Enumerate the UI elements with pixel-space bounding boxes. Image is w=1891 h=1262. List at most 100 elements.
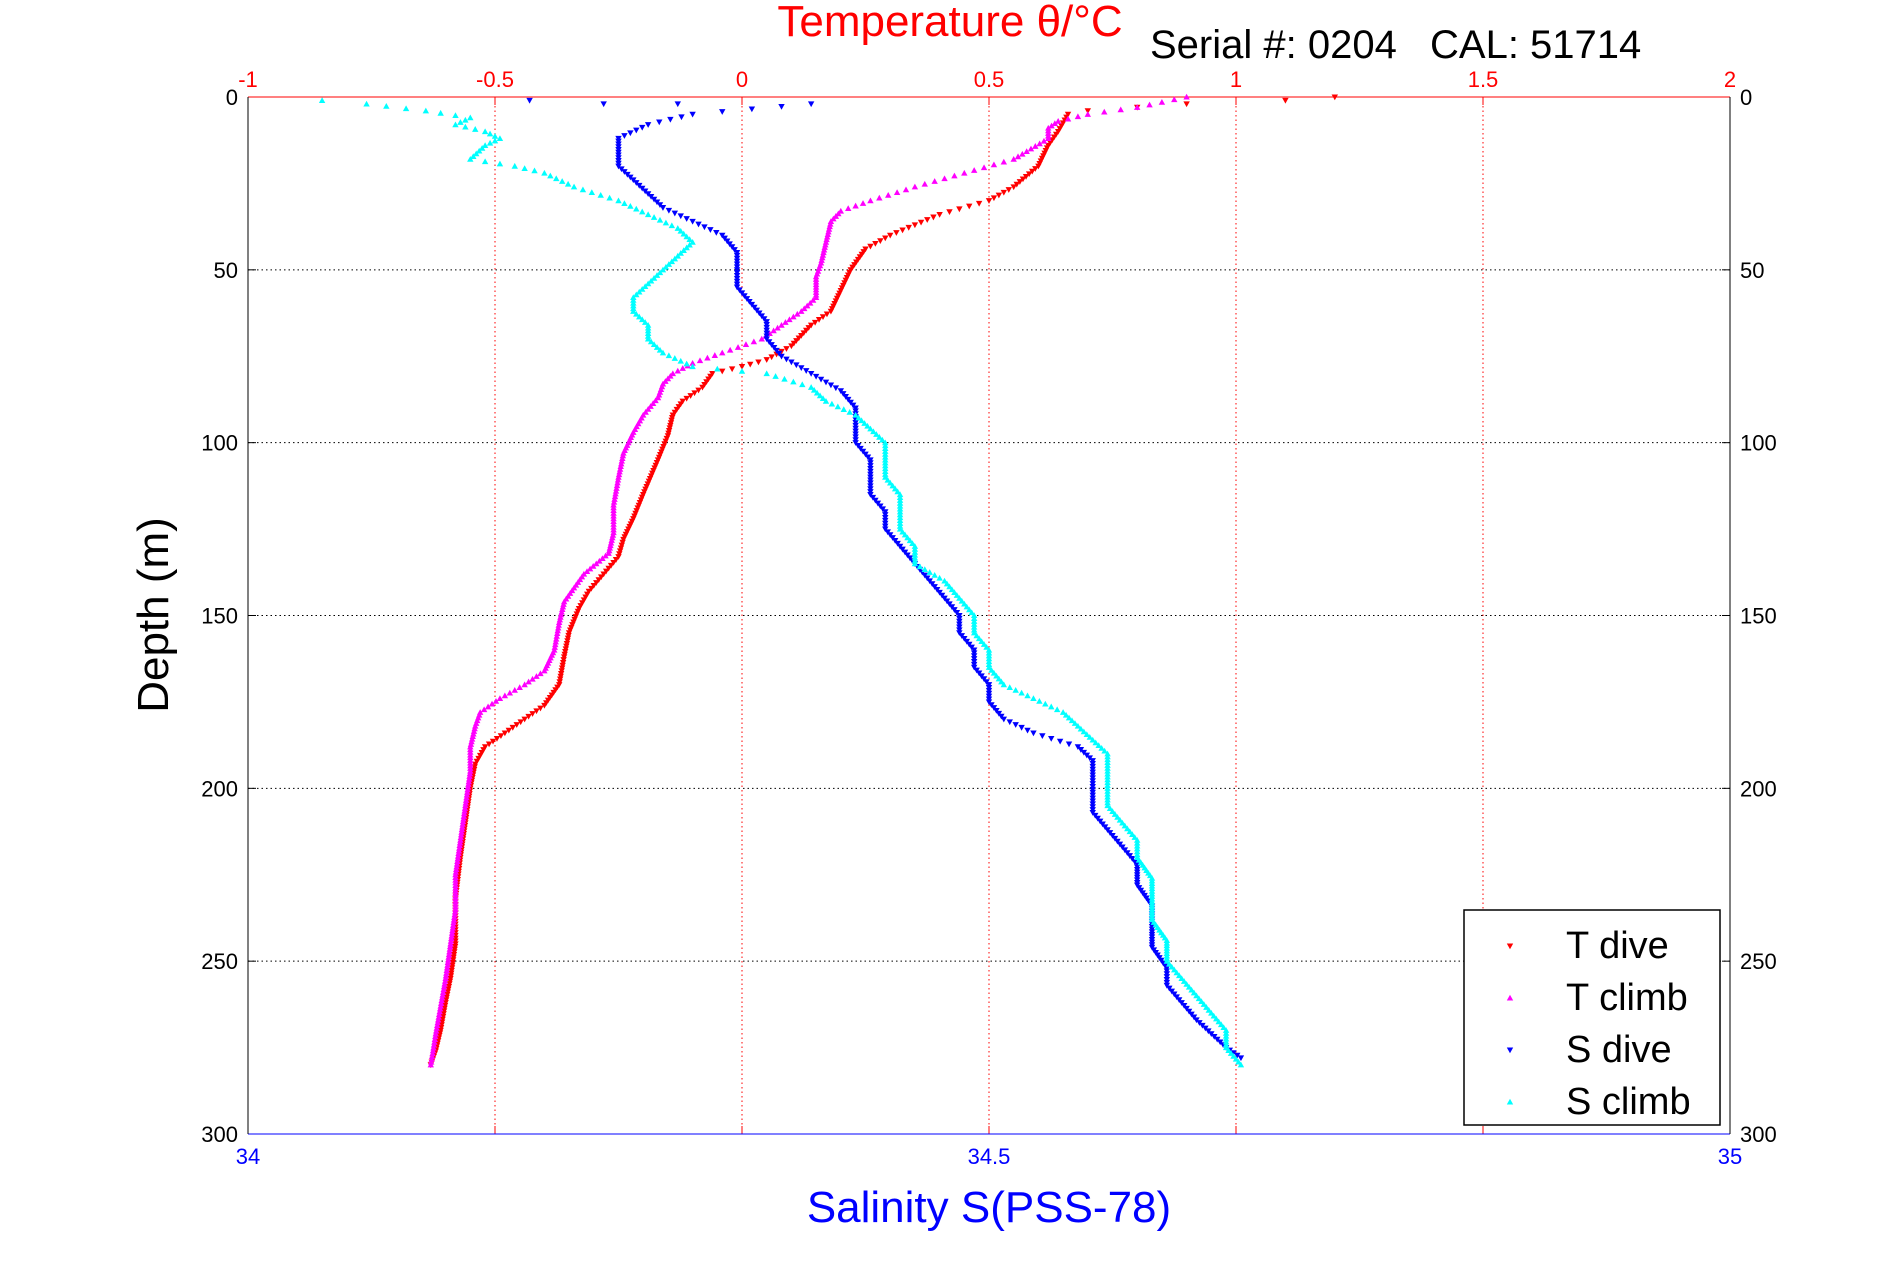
data-point	[770, 345, 778, 351]
data-point	[615, 197, 622, 204]
data-point	[980, 641, 988, 647]
data-point	[493, 735, 501, 742]
data-point	[852, 431, 859, 438]
data-point	[1104, 827, 1111, 834]
data-point	[921, 572, 928, 579]
data-point	[775, 350, 783, 357]
data-point	[1027, 145, 1035, 152]
data-point	[1089, 798, 1096, 805]
data-point	[1230, 1053, 1237, 1059]
data-point	[882, 465, 889, 472]
data-point	[911, 546, 919, 552]
data-point	[619, 539, 626, 546]
data-point	[619, 455, 626, 461]
data-point	[790, 378, 797, 385]
data-point	[1074, 113, 1082, 120]
data-point	[958, 633, 966, 639]
data-point	[1006, 719, 1013, 726]
data-point	[778, 103, 785, 110]
data-point	[444, 959, 452, 966]
data-point	[695, 387, 702, 394]
data-point	[1065, 741, 1073, 748]
data-point	[758, 335, 765, 342]
data-point	[496, 135, 504, 142]
data-point	[467, 741, 475, 747]
data-point	[872, 241, 879, 247]
data-point	[734, 344, 742, 350]
data-point	[1237, 1055, 1245, 1062]
data-point	[870, 428, 877, 435]
data-point	[807, 101, 815, 108]
data-point	[896, 497, 904, 503]
data-point	[911, 560, 919, 567]
data-point	[1104, 799, 1111, 806]
data-point	[433, 1027, 440, 1034]
data-point	[617, 545, 625, 552]
data-point	[813, 389, 821, 396]
data-point	[665, 207, 673, 214]
data-point	[826, 223, 833, 230]
data-point	[696, 357, 704, 364]
data-point	[970, 653, 978, 660]
data-point	[733, 261, 741, 268]
data-point	[852, 434, 859, 441]
data-point	[894, 488, 901, 495]
data-point	[1006, 684, 1013, 690]
data-point	[746, 298, 753, 305]
data-point	[473, 758, 481, 765]
data-point	[439, 989, 447, 995]
data-point	[1193, 992, 1200, 999]
data-point	[674, 225, 681, 231]
data-point	[489, 738, 497, 745]
data-point	[1030, 695, 1037, 702]
data-point	[554, 630, 561, 637]
data-point	[1185, 983, 1193, 990]
data-point	[435, 1011, 443, 1017]
data-point	[448, 935, 455, 942]
data-point	[531, 167, 538, 174]
data-point	[747, 361, 754, 368]
data-point	[845, 396, 852, 403]
data-point	[644, 335, 652, 342]
data-point	[447, 940, 454, 947]
data-point	[822, 241, 829, 248]
data-point	[876, 433, 883, 440]
data-point	[674, 252, 681, 259]
data-point	[719, 368, 726, 375]
data-point	[1104, 779, 1111, 786]
data-point	[821, 244, 828, 250]
data-point	[458, 826, 466, 833]
data-point	[790, 313, 797, 320]
data-point	[731, 247, 738, 253]
data-point	[1095, 742, 1102, 749]
data-point	[1126, 853, 1133, 859]
data-point	[1048, 122, 1055, 129]
data-point	[990, 669, 998, 676]
data-point	[1018, 689, 1025, 696]
data-point	[641, 319, 649, 325]
data-point	[1048, 735, 1055, 742]
data-point	[1166, 960, 1173, 967]
data-point	[753, 307, 761, 314]
data-point	[970, 623, 978, 630]
data-point	[1056, 126, 1064, 132]
data-point	[1178, 975, 1185, 982]
temperature-tick-label: 1	[1230, 67, 1242, 92]
data-point	[558, 178, 566, 184]
data-point	[901, 549, 909, 556]
data-point	[659, 266, 667, 273]
data-point	[941, 175, 948, 182]
data-point	[466, 770, 474, 777]
data-point	[788, 359, 795, 366]
data-point	[557, 611, 565, 618]
data-point	[956, 612, 963, 619]
data-point	[733, 258, 741, 265]
data-point	[556, 616, 564, 623]
data-point	[970, 620, 978, 627]
data-point	[668, 258, 676, 265]
data-point	[899, 227, 906, 234]
data-point	[840, 406, 847, 413]
data-point	[816, 392, 824, 399]
data-point	[933, 587, 941, 593]
data-point	[953, 610, 961, 616]
